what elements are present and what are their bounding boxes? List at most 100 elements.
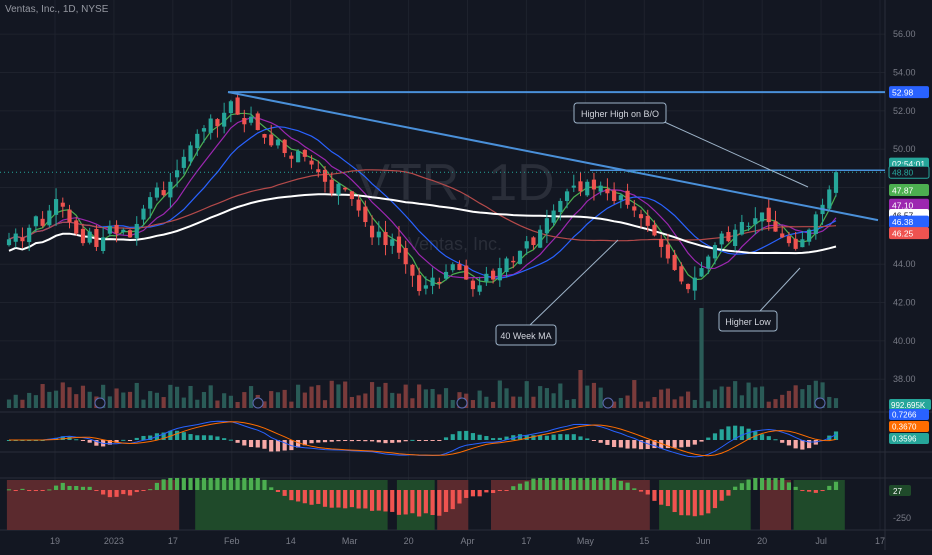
volume-bar [228, 395, 233, 408]
volume-bar [242, 392, 247, 408]
oscillator-bar [376, 490, 381, 511]
candle [726, 232, 731, 242]
oscillator-bar [766, 478, 771, 490]
candle [672, 254, 677, 270]
price-tick-label: 40.00 [893, 336, 916, 346]
macd-histogram-bar [517, 434, 523, 440]
macd-histogram-bar [544, 435, 549, 440]
oscillator-bar [363, 490, 368, 509]
candle [430, 277, 435, 286]
volume-bar [827, 396, 832, 408]
volume-bar [564, 399, 570, 408]
oscillator-bar [13, 490, 18, 491]
oscillator-bar [538, 478, 543, 490]
macd-histogram-bar [255, 440, 260, 448]
time-tick-label: 2023 [104, 536, 124, 546]
macd-histogram-bar [369, 440, 375, 442]
volume-bar [40, 384, 45, 408]
candle [134, 223, 139, 239]
macd-histogram-bar [275, 440, 281, 452]
macd-histogram-bar [222, 438, 227, 440]
volume-bar [591, 382, 597, 408]
macd-histogram-bar [363, 440, 368, 442]
candle [511, 260, 516, 263]
candle [94, 229, 99, 247]
oscillator-bar [40, 490, 45, 491]
candle [538, 229, 543, 248]
candle [141, 208, 146, 220]
oscillator-bar [349, 490, 354, 508]
price-tag-value: 46.57 [892, 210, 914, 220]
oscillator-bar [343, 490, 348, 509]
time-tick-label: 14 [286, 536, 296, 546]
oscillator-bar [645, 490, 650, 495]
macd-pane [6, 420, 839, 458]
price-tick-label: 50.00 [893, 144, 916, 154]
candle [497, 268, 502, 281]
volume-bar [60, 382, 65, 408]
volume-bar [322, 400, 328, 408]
candle [591, 179, 597, 190]
candle [800, 239, 805, 248]
macd-histogram-bar [289, 440, 294, 451]
candle [645, 215, 650, 226]
price-tick-label: 52.00 [893, 106, 916, 116]
oscillator-bar [141, 490, 146, 491]
volume-bar [753, 387, 758, 408]
macd-histogram-bar [107, 440, 112, 445]
volume-bar [396, 393, 402, 408]
candle [349, 191, 354, 200]
oscillator-bar [544, 478, 549, 490]
candle [376, 231, 381, 238]
oscillator-tick-label: -250 [893, 513, 911, 523]
candle [40, 218, 45, 226]
volume-bar [800, 389, 805, 408]
candle [477, 285, 482, 292]
time-tick-label: 19 [50, 536, 60, 546]
oscillator-bar [833, 481, 839, 490]
macd-histogram-bar [175, 430, 180, 440]
candle [201, 128, 207, 132]
candle [127, 230, 133, 238]
oscillator-bar [423, 490, 428, 514]
volume-bar [598, 387, 603, 408]
drawings[interactable]: Higher High on B/O 40 Week MA Higher Low [0, 91, 885, 346]
price-tag-value: 48.80 [892, 168, 914, 178]
oscillator-bar [618, 480, 623, 490]
candle [759, 212, 765, 222]
candle [175, 170, 180, 178]
watermark-name: Ventas, Inc. [408, 234, 502, 254]
volume-bar [813, 380, 818, 408]
volume-bar [430, 389, 435, 408]
volume-bar [645, 401, 650, 408]
candle [369, 225, 375, 238]
oscillator-bar [383, 490, 388, 512]
oscillator-bar [107, 490, 112, 498]
macd-histogram-bar [645, 440, 650, 449]
time-tick-label: Apr [460, 536, 474, 546]
candle [181, 156, 186, 168]
time-axis: 19 2023 17 Feb 14 Mar 20 Apr 17 May 15 Jun 20 Jul 17 [50, 536, 885, 546]
candle [571, 185, 576, 188]
oscillator-tag-value: 27 [893, 487, 902, 496]
candle [336, 183, 341, 195]
volume-bar [80, 385, 86, 408]
candle [390, 239, 395, 246]
candle [363, 206, 368, 223]
oscillator-bar [793, 486, 798, 490]
oscillator-bar [6, 489, 12, 491]
volume-bar [369, 382, 375, 408]
volume-bar [148, 391, 153, 408]
price-tag-value: 46.38 [892, 217, 914, 227]
volume-bar [417, 384, 422, 408]
price-tag-box [889, 184, 929, 197]
volume-bar [296, 384, 301, 408]
oscillator-bar [336, 490, 341, 508]
oscillator-bar [739, 483, 744, 490]
event-marker [94, 397, 106, 409]
volume-bar [679, 396, 684, 408]
candle [659, 238, 664, 247]
oscillator-bar [114, 490, 119, 497]
